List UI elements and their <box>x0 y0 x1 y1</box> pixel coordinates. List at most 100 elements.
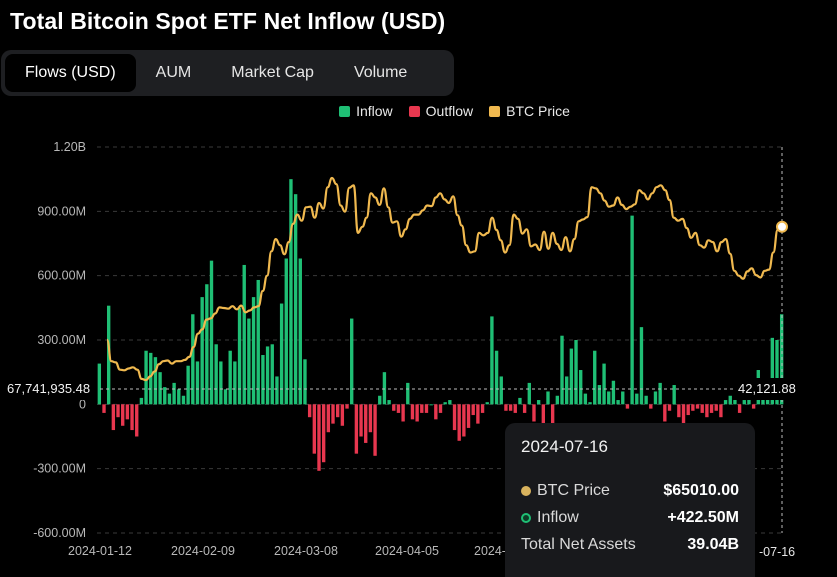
chart-legend: Inflow Outflow BTC Price <box>0 103 837 119</box>
outflow-bar <box>135 404 139 437</box>
inflow-bar <box>242 264 246 405</box>
inflow-bar <box>621 391 625 405</box>
inflow-bar <box>527 382 531 405</box>
outflow-bar <box>111 404 116 431</box>
inflow-bar <box>270 344 274 405</box>
inflow-bar <box>298 258 302 405</box>
inflow-bar <box>256 279 260 405</box>
x-tick-label: 2024-03-08 <box>274 544 338 558</box>
tooltip-row-total-net-assets: Total Net Assets 39.04B <box>521 531 739 558</box>
outflow-swatch-icon <box>408 105 420 117</box>
inflow-bar <box>672 385 676 405</box>
inflow-bar <box>177 389 181 405</box>
outflow-bar <box>471 404 475 416</box>
inflow-bar <box>639 327 644 405</box>
inflow-bar <box>560 335 564 405</box>
inflow-bar <box>443 402 447 405</box>
tab-market-cap[interactable]: Market Cap <box>231 64 314 81</box>
outflow-bar <box>677 404 681 418</box>
tooltip-value-total-net-assets: 39.04B <box>687 535 739 553</box>
inflow-bar <box>630 215 634 405</box>
outflow-bar <box>719 404 723 418</box>
crosshair <box>100 147 788 533</box>
inflow-bar <box>728 395 732 405</box>
legend-item-outflow[interactable]: Outflow <box>408 103 474 119</box>
inflow-bar <box>555 395 560 405</box>
inflow-bar <box>237 307 242 405</box>
inflow-bar <box>536 400 541 405</box>
x-tick-label: 2024-04-05 <box>375 544 439 558</box>
legend-label-inflow: Inflow <box>356 103 393 119</box>
inflow-bar <box>485 402 489 405</box>
legend-item-inflow[interactable]: Inflow <box>339 103 393 119</box>
legend-label-outflow: Outflow <box>425 103 474 119</box>
outflow-bar <box>396 404 401 413</box>
outflow-bar <box>410 404 415 420</box>
btc-price-path <box>105 176 783 382</box>
btc-price-dot-icon <box>521 485 531 496</box>
outflow-bar <box>121 404 125 426</box>
y-tick-label: 900.00M <box>37 204 86 218</box>
outflow-bar <box>667 404 672 411</box>
inflow-bar <box>214 344 218 405</box>
inflow-bar <box>569 348 574 405</box>
tab-volume[interactable]: Volume <box>353 64 408 81</box>
inflow-bar <box>186 365 190 405</box>
outflow-bar <box>663 404 667 422</box>
x-tick-label: 2024-01-12 <box>68 544 132 558</box>
btc-price-line <box>105 176 783 382</box>
inflow-bar <box>644 395 648 405</box>
crosshair-date-label: -07-16 <box>754 541 801 563</box>
inflow-bar <box>382 372 387 405</box>
outflow-bar <box>691 404 695 411</box>
inflow-bar <box>770 337 774 405</box>
inflow-bar <box>191 314 195 405</box>
outflow-bar <box>359 404 363 437</box>
inflow-bar <box>223 389 228 405</box>
outflow-bar <box>130 404 134 431</box>
inflow-bar <box>289 179 293 405</box>
tooltip-label-total-net-assets: Total Net Assets <box>521 535 636 553</box>
inflow-bar <box>406 382 410 405</box>
outflow-bar <box>392 404 396 411</box>
outflow-bar <box>401 404 405 422</box>
y-tick-label: 0 <box>79 397 86 411</box>
outflow-bar <box>522 404 527 413</box>
inflow-dot-icon <box>521 512 531 523</box>
y-tick-label: -600.00M <box>33 526 86 540</box>
inflow-bar <box>588 402 592 405</box>
crosshair-left-value: 67,741,935.48 <box>2 378 96 400</box>
inflow-bar <box>293 194 298 405</box>
inflow-bar <box>546 391 550 405</box>
inflow-bar <box>303 359 307 405</box>
outflow-bar <box>532 404 536 422</box>
y-tick-label: 300.00M <box>37 333 86 347</box>
inflow-bar <box>597 385 602 405</box>
outflow-bar <box>625 404 630 409</box>
outflow-bar <box>368 404 373 433</box>
inflow-bar <box>616 400 620 405</box>
inflow-bar <box>200 297 204 405</box>
inflow-bar <box>658 382 662 405</box>
outflow-bar <box>452 404 457 431</box>
tab-flows[interactable]: Flows (USD) <box>5 54 136 92</box>
outflow-bar <box>317 404 321 471</box>
x-tick-label: 2024-02-09 <box>171 544 235 558</box>
inflow-bar <box>149 352 153 405</box>
flow-bars <box>97 179 784 471</box>
legend-item-btc-price[interactable]: BTC Price <box>489 103 570 119</box>
outflow-bar <box>373 404 377 456</box>
outflow-bar <box>364 404 368 443</box>
inflow-bar <box>167 393 172 405</box>
inflow-bar <box>279 303 284 405</box>
inflow-bar <box>172 382 176 405</box>
inflow-bar <box>583 393 588 405</box>
inflow-bar <box>775 340 779 405</box>
outflow-bar <box>709 404 714 413</box>
y-axis-ticks: 1.20B 900.00M 600.00M 300.00M 0 -300.00M -600.… <box>33 140 86 540</box>
inflow-bar <box>387 400 391 405</box>
inflow-bar <box>139 397 144 405</box>
tab-aum[interactable]: AUM <box>155 64 192 81</box>
outflow-bar <box>340 404 345 426</box>
